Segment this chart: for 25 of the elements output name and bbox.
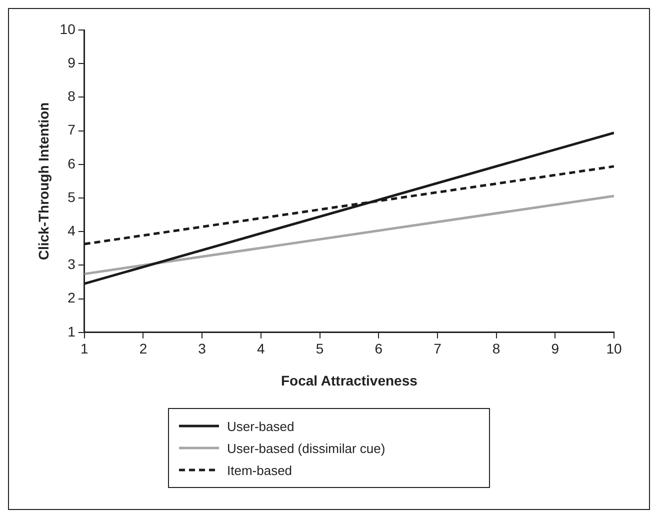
x-tick-label: 8 xyxy=(492,340,500,357)
y-tick-label: 10 xyxy=(60,20,76,37)
x-tick-label: 6 xyxy=(374,340,383,357)
x-axis-title: Focal Attractiveness xyxy=(280,372,418,388)
y-tick-label: 6 xyxy=(68,155,76,172)
legend-label: Item-based xyxy=(227,462,292,478)
y-tick-label: 2 xyxy=(68,290,76,306)
y-tick-label: 1 xyxy=(68,323,76,340)
y-tick-label: 5 xyxy=(68,188,76,205)
y-tick-label: 3 xyxy=(68,256,76,272)
x-tick-label: 4 xyxy=(257,340,266,357)
y-tick-label: 7 xyxy=(68,122,76,138)
y-tick-label: 8 xyxy=(68,88,76,104)
x-tick-label: 9 xyxy=(551,340,560,357)
x-tick-label: 3 xyxy=(198,340,206,357)
x-tick-label: 10 xyxy=(606,340,622,357)
x-tick-label: 7 xyxy=(434,340,442,357)
y-axis-title: Click-Through Intention xyxy=(35,102,52,260)
y-tick-label: 9 xyxy=(68,54,76,70)
legend-label: User-based (dissimilar cue) xyxy=(227,440,386,456)
legend-label: User-based xyxy=(227,418,294,434)
y-tick-label: 4 xyxy=(68,222,76,238)
x-tick-label: 5 xyxy=(316,340,324,357)
x-tick-label: 1 xyxy=(80,340,88,357)
x-tick-label: 2 xyxy=(139,340,148,357)
